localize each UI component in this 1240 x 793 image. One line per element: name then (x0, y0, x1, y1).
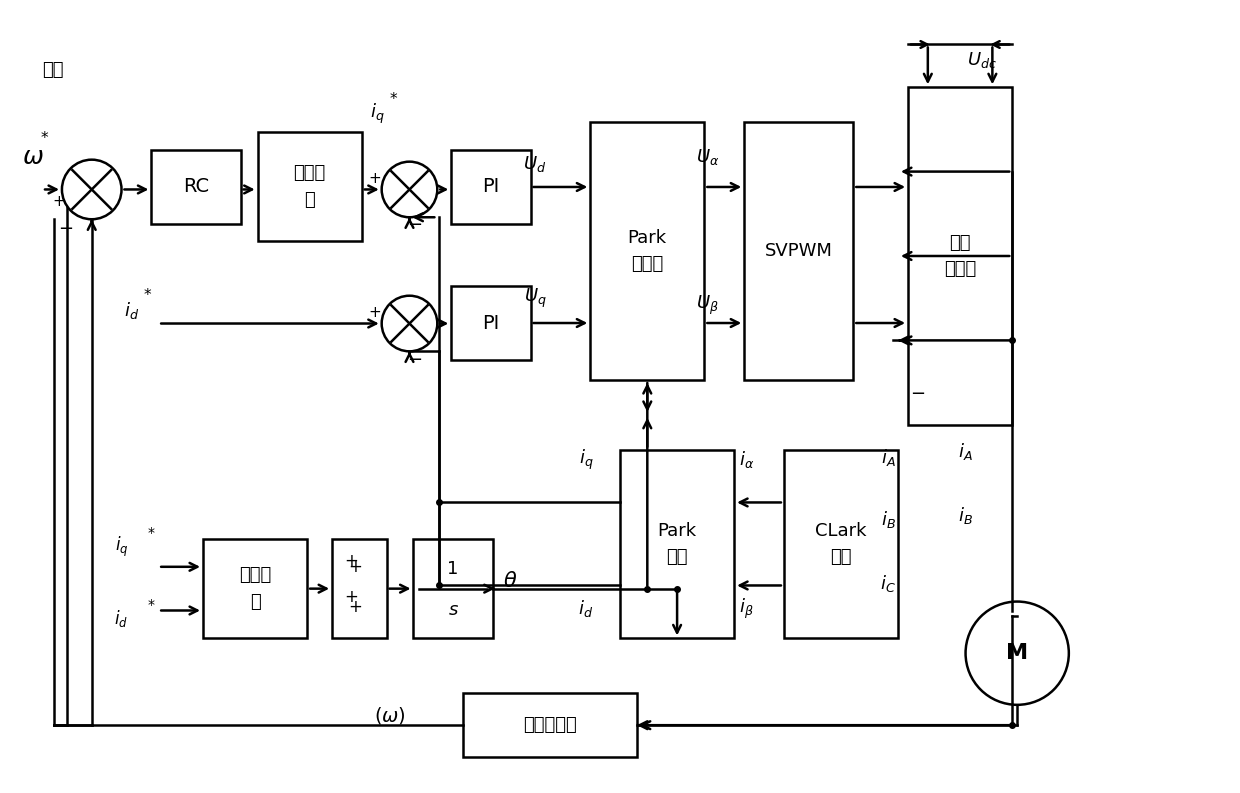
Bar (620, 450, 734, 638)
Text: $i_B$: $i_B$ (882, 508, 897, 530)
Text: $U_\beta$: $U_\beta$ (697, 294, 719, 317)
Text: 三相
逆变桥: 三相 逆变桥 (944, 234, 976, 278)
Bar (332, 539, 387, 638)
Circle shape (966, 602, 1069, 705)
Text: $i_\alpha$: $i_\alpha$ (739, 449, 754, 470)
Text: *: * (148, 598, 155, 611)
Text: *: * (144, 288, 151, 303)
Text: $i_q$: $i_q$ (370, 102, 384, 126)
Text: $i_\beta$: $i_\beta$ (739, 596, 754, 621)
Text: +: + (343, 588, 358, 606)
Text: *: * (148, 526, 155, 540)
Text: $U_q$: $U_q$ (523, 287, 547, 310)
Text: $U_{dc}$: $U_{dc}$ (967, 51, 997, 71)
Text: $i_d$: $i_d$ (124, 300, 139, 321)
Text: −: − (407, 351, 422, 370)
Text: $U_d$: $U_d$ (523, 154, 547, 174)
Text: 速度传感器: 速度传感器 (523, 716, 577, 734)
Text: *: * (40, 132, 48, 147)
Text: 计算转
差: 计算转 差 (239, 566, 272, 611)
Text: +: + (348, 557, 362, 576)
Text: $(\omega)$: $(\omega)$ (373, 705, 405, 726)
Text: $i_d$: $i_d$ (578, 598, 593, 619)
Text: s: s (449, 601, 458, 619)
Text: *: * (389, 92, 397, 106)
Circle shape (62, 159, 122, 219)
Bar (463, 693, 637, 757)
Text: +: + (368, 171, 381, 186)
Circle shape (382, 296, 438, 351)
Text: Park
变换: Park 变换 (657, 522, 697, 566)
Text: PI: PI (482, 313, 500, 332)
Text: CLark
变换: CLark 变换 (815, 522, 867, 566)
Bar (908, 87, 1012, 425)
Bar (784, 450, 898, 638)
Bar (258, 132, 362, 241)
Bar (151, 150, 241, 224)
Text: $U_\alpha$: $U_\alpha$ (696, 147, 719, 167)
Text: +: + (52, 193, 66, 209)
Text: −: − (58, 220, 73, 238)
Text: $\omega$: $\omega$ (22, 144, 45, 169)
Text: $i_A$: $i_A$ (882, 447, 897, 468)
Text: RC: RC (184, 178, 210, 197)
Circle shape (382, 162, 438, 217)
Text: $i_d$: $i_d$ (114, 608, 129, 629)
Bar (413, 539, 492, 638)
Text: 预测控
制: 预测控 制 (294, 164, 326, 209)
Text: $i_B$: $i_B$ (957, 504, 972, 526)
Text: +: + (368, 305, 381, 320)
Text: 给定: 给定 (42, 61, 63, 79)
Text: $i_A$: $i_A$ (957, 441, 972, 462)
Text: $i_q$: $i_q$ (115, 534, 129, 559)
Text: PI: PI (482, 178, 500, 197)
Bar (590, 122, 704, 380)
Text: $i_q$: $i_q$ (579, 447, 593, 472)
Text: SVPWM: SVPWM (765, 242, 833, 260)
Bar (451, 285, 531, 360)
Text: Park
逆变换: Park 逆变换 (627, 229, 667, 274)
Bar (744, 122, 853, 380)
Text: −: − (910, 385, 925, 403)
Text: $\theta$: $\theta$ (503, 571, 517, 591)
Bar (203, 539, 308, 638)
Bar (451, 150, 531, 224)
Text: −: − (407, 216, 422, 234)
Text: 1: 1 (448, 560, 459, 578)
Text: +: + (343, 552, 358, 570)
Text: M: M (1006, 643, 1028, 663)
Text: $i_C$: $i_C$ (880, 573, 897, 594)
Text: +: + (348, 597, 362, 615)
